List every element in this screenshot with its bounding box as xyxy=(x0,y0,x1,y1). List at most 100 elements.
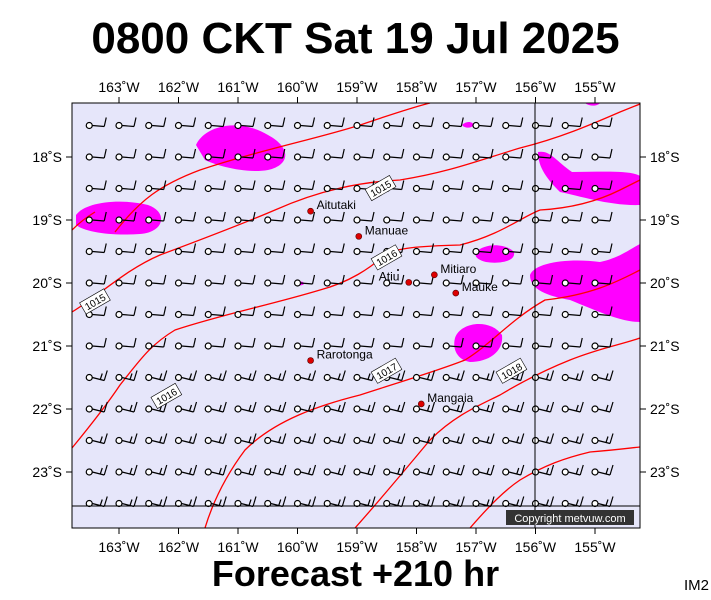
wind-barb xyxy=(591,337,613,350)
wind-barb xyxy=(502,401,525,413)
axis-ticks: 163˚W 163˚W 162˚W 162˚W 161˚W 161˚W 160˚W 160˚W… xyxy=(32,79,679,555)
wind-barb xyxy=(383,464,406,476)
wind-barb xyxy=(412,243,435,256)
wind-barb xyxy=(323,306,345,319)
wind-barb xyxy=(412,117,435,130)
lat-label-right: 22˚S xyxy=(650,401,680,417)
rain-area xyxy=(196,125,286,171)
lat-label-left: 18˚S xyxy=(32,149,62,165)
place-marker: Aitutaki xyxy=(307,198,356,215)
wind-barb xyxy=(145,243,167,256)
wind-barb xyxy=(145,180,167,193)
wind-barb xyxy=(264,243,286,256)
isobar-line xyxy=(72,211,96,231)
wind-barb xyxy=(442,464,465,476)
wind-barb xyxy=(472,496,495,508)
isobar-line xyxy=(72,103,640,313)
forecast-label: Forecast +210 hr xyxy=(211,553,500,594)
wind-barb xyxy=(204,306,226,319)
wind-barb xyxy=(293,117,316,130)
wind-barb xyxy=(204,401,227,413)
wind-barb xyxy=(293,180,316,193)
wind-barb xyxy=(472,401,495,413)
wind-barb xyxy=(115,117,137,130)
wind-barb xyxy=(204,337,226,350)
wind-barb xyxy=(293,464,317,476)
wind-barb xyxy=(204,180,226,193)
places: Aitutaki Manuae Atiu Mitiaro Mauke Rarotonga M… xyxy=(307,198,498,408)
wind-barb xyxy=(412,337,435,350)
place-marker: Manuae xyxy=(355,223,408,240)
place-marker: Mitiaro xyxy=(431,262,477,279)
wind-barb xyxy=(145,274,167,287)
wind-barb xyxy=(472,180,494,193)
wind-barb xyxy=(591,401,614,413)
lat-label-right: 19˚S xyxy=(650,212,680,228)
lon-label-bottom: 163˚W xyxy=(98,539,140,555)
lon-label-top: 161˚W xyxy=(217,79,259,95)
wind-barb xyxy=(293,306,316,319)
wind-barb xyxy=(323,337,345,350)
wind-barb xyxy=(145,148,167,161)
wind-barb xyxy=(234,211,256,224)
wind-barb xyxy=(174,274,197,287)
wind-barb xyxy=(323,243,345,256)
wind-barb xyxy=(412,496,436,508)
copyright-background xyxy=(506,510,634,525)
wind-barb xyxy=(383,117,405,130)
lon-label-top: 156˚W xyxy=(515,79,557,95)
wind-barb xyxy=(353,243,375,256)
wind-barb xyxy=(264,180,286,193)
wind-barb xyxy=(353,433,376,445)
wind-barb xyxy=(145,464,168,476)
rain-area xyxy=(530,244,640,322)
place-dot xyxy=(307,207,314,215)
wind-barb xyxy=(591,274,613,287)
lon-label-bottom: 161˚W xyxy=(217,539,259,555)
wind-barb xyxy=(234,433,257,445)
lon-label-top: 158˚W xyxy=(396,79,438,95)
wind-barb xyxy=(442,306,464,319)
wind-barb xyxy=(264,306,286,319)
wind-barb xyxy=(591,211,613,224)
lat-label-left: 23˚S xyxy=(32,464,62,480)
wind-barb xyxy=(115,180,137,193)
wind-barb xyxy=(591,148,613,161)
wind-barb xyxy=(115,274,137,287)
map-title: 0800 CKT Sat 19 Jul 2025 xyxy=(91,14,620,63)
wind-barb xyxy=(85,337,107,350)
lon-label-bottom: 160˚W xyxy=(277,539,319,555)
wind-barb xyxy=(115,148,137,161)
wind-barb xyxy=(472,148,494,161)
wind-barb xyxy=(502,433,525,445)
wind-barb xyxy=(442,211,464,224)
lon-label-bottom: 155˚W xyxy=(574,539,616,555)
wind-barb xyxy=(591,180,613,193)
lon-label-bottom: 158˚W xyxy=(396,539,438,555)
wind-barb xyxy=(174,370,198,382)
wind-barb xyxy=(174,211,197,224)
wind-barb xyxy=(412,148,435,161)
wind-barb xyxy=(591,306,613,319)
wind-barb xyxy=(174,148,197,161)
wind-barb xyxy=(234,243,256,256)
wind-barb xyxy=(591,243,613,256)
wind-barb xyxy=(85,148,107,161)
wind-barb xyxy=(115,211,137,224)
wind-barb xyxy=(472,306,494,319)
wind-barb xyxy=(561,306,583,319)
place-dot xyxy=(431,271,438,279)
isobar-line xyxy=(469,446,640,528)
wind-barb xyxy=(85,496,108,508)
wind-barb xyxy=(502,148,524,161)
lon-label-bottom: 156˚W xyxy=(515,539,557,555)
place-marker: Rarotonga xyxy=(307,347,373,364)
wind-barb xyxy=(234,464,257,476)
rain-area xyxy=(585,103,600,106)
wind-barb xyxy=(442,180,464,193)
place-label: Mangaia xyxy=(427,391,473,405)
wind-barb xyxy=(293,337,316,350)
wind-barb xyxy=(442,117,464,130)
wind-barb xyxy=(323,180,345,193)
